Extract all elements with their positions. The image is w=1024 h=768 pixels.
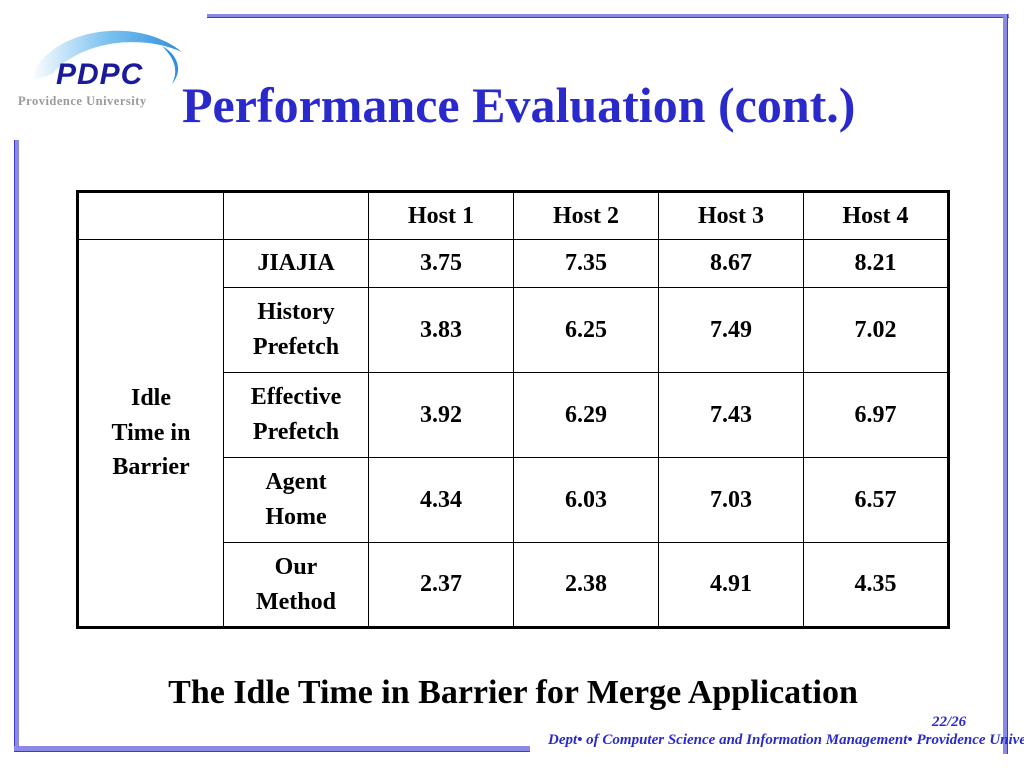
value-cell: 4.91 [658, 542, 804, 628]
value-cell: 7.35 [513, 239, 659, 288]
group-label-line: Time in [111, 419, 191, 446]
performance-table: Host 1 Host 2 Host 3 Host 4 Idle Time in… [76, 190, 950, 629]
logo-swoosh-icon [30, 30, 182, 84]
header-cell-host-2: Host 2 [513, 191, 659, 240]
value-cell: 3.75 [368, 239, 514, 288]
method-label-line: Prefetch [252, 334, 340, 360]
value-cell: 2.38 [513, 542, 659, 628]
group-label-line: Barrier [112, 454, 190, 481]
table-row: Effective Prefetch 3.92 6.29 7.43 6.97 [78, 372, 949, 458]
method-cell: Effective Prefetch [223, 372, 369, 458]
pdpc-logo: PDPC Providence University [6, 8, 206, 118]
header-cell-host-4: Host 4 [803, 191, 949, 240]
method-cell: Our Method [223, 542, 369, 628]
method-cell: History Prefetch [223, 287, 369, 373]
method-cell: Agent Home [223, 457, 369, 543]
value-cell: 7.49 [658, 287, 804, 373]
logo-subtitle: Providence University [18, 94, 147, 108]
value-cell: 6.25 [513, 287, 659, 373]
table-header-row: Host 1 Host 2 Host 3 Host 4 [77, 191, 949, 240]
department-footer: Dept• of Computer Science and Informatio… [548, 732, 1024, 748]
value-cell: 7.03 [658, 457, 804, 543]
value-cell: 7.43 [658, 372, 804, 458]
table-row: Our Method 2.37 2.38 4.91 4.35 [78, 542, 949, 628]
table-caption-text: The Idle Time in Barrier for Merge Appli… [168, 674, 858, 711]
header-cell-host-3: Host 3 [658, 191, 804, 240]
header-cell-empty [223, 191, 369, 240]
method-label-line: JIAJIA [257, 250, 335, 277]
logo-text: PDPC [56, 58, 144, 91]
method-label-line: Agent [265, 469, 327, 496]
value-cell: 8.21 [803, 239, 949, 288]
table-row: Idle Time in Barrier JIAJIA 3.75 7.35 8.… [77, 239, 949, 628]
group-label-cell: Idle Time in Barrier [77, 239, 224, 628]
slide-title: Performance Evaluation (cont.) [182, 77, 856, 133]
frame-top-line [207, 14, 1009, 18]
table-row: History Prefetch 3.83 6.25 7.49 7.02 [78, 287, 949, 373]
method-cell: JIAJIA [223, 239, 369, 288]
frame-left-line [14, 140, 19, 752]
value-cell: 6.03 [513, 457, 659, 543]
method-label-line: Our [274, 553, 318, 580]
value-cell: 8.67 [658, 239, 804, 288]
value-cell: 6.29 [513, 372, 659, 458]
method-label-line: Effective [250, 384, 342, 411]
value-cell: 6.97 [803, 372, 949, 458]
value-cell: 2.37 [368, 542, 514, 628]
header-cell-empty [77, 191, 224, 240]
method-label-line: Home [265, 504, 327, 530]
value-cell: 7.02 [803, 287, 949, 373]
header-cell-host-1: Host 1 [368, 191, 514, 240]
method-label-line: History [257, 299, 335, 326]
value-cell: 4.34 [368, 457, 514, 543]
method-label-line: Prefetch [252, 419, 340, 445]
value-cell: 6.57 [803, 457, 949, 543]
method-label-line: Method [256, 588, 336, 615]
value-cell: 4.35 [803, 542, 949, 628]
table-caption: The Idle Time in Barrier for Merge Appli… [0, 674, 1024, 712]
group-label-line: Idle [130, 384, 171, 411]
page-number: 22/26 [932, 714, 967, 730]
value-cell: 3.83 [368, 287, 514, 373]
value-cell: 3.92 [368, 372, 514, 458]
table-row: Agent Home 4.34 6.03 7.03 6.57 [78, 457, 949, 543]
frame-bottom-line [14, 746, 530, 752]
frame-right-line [1003, 14, 1008, 754]
